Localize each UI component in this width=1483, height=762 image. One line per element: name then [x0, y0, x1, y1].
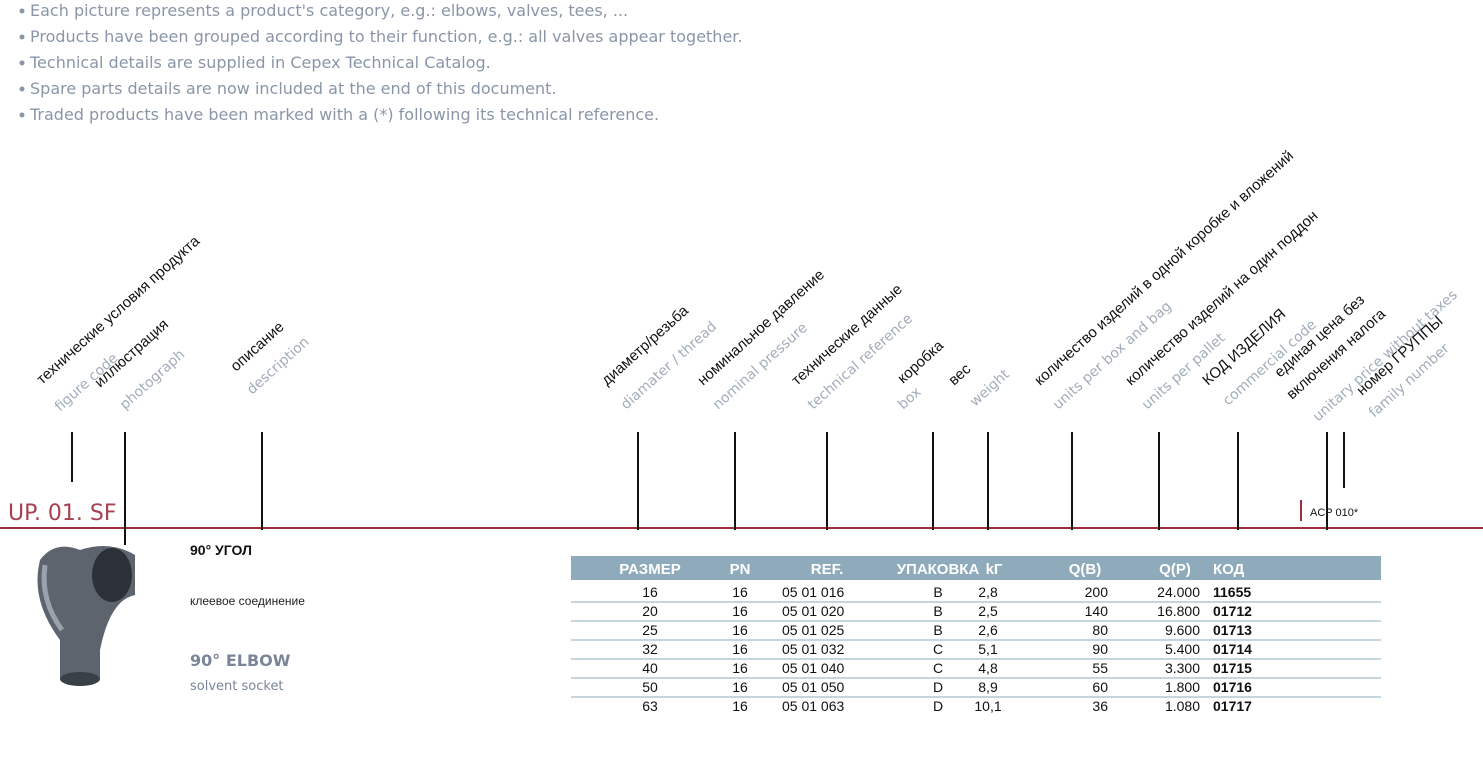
product-desc-ru: клеевое соединение — [190, 594, 305, 608]
bullet-dot — [20, 113, 25, 118]
table-cell: 05 01 040 — [782, 660, 844, 676]
column-label-ru: коробка — [894, 337, 947, 387]
product-desc-en: solvent socket — [190, 679, 284, 694]
table-cell: 63 — [642, 698, 658, 714]
table-cell: 25 — [642, 622, 658, 638]
page: UP. 01. SF ACP 010* 90° УГОЛ клеевое сое… — [0, 0, 1483, 762]
table-cell: 11655 — [1213, 584, 1251, 600]
table-cell: 16 — [732, 679, 748, 695]
table-header: REF. — [811, 561, 844, 578]
table-cell: 1.800 — [1165, 679, 1200, 695]
table-cell: 16 — [732, 584, 748, 600]
table-cell: 16 — [642, 584, 658, 600]
table-cell: 55 — [1092, 660, 1108, 676]
table-cell: 5.400 — [1165, 641, 1200, 657]
table-cell: 01717 — [1213, 698, 1252, 714]
bullet-dot — [20, 9, 25, 14]
bullet: Technical details are supplied in Cepex … — [29, 53, 491, 72]
table-cell: 36 — [1092, 698, 1108, 714]
table-cell: 8,9 — [978, 679, 998, 695]
table-header: КОД — [1213, 561, 1245, 578]
table-header: РАЗМЕР — [619, 561, 680, 578]
table-cell: 05 01 020 — [782, 603, 844, 619]
table-cell: 90 — [1092, 641, 1108, 657]
table-cell: 16 — [732, 660, 748, 676]
table-cell: 80 — [1092, 622, 1108, 638]
table-cell: 24.000 — [1157, 584, 1200, 600]
table-cell: B — [933, 622, 942, 638]
table-cell: 16 — [732, 622, 748, 638]
table-cell: 01713 — [1213, 622, 1252, 638]
table-cell: 50 — [642, 679, 658, 695]
elbow-photo — [38, 546, 136, 686]
product-title-ru: 90° УГОЛ — [190, 542, 252, 558]
table-cell: 05 01 025 — [782, 622, 844, 638]
table-cell: 05 01 063 — [782, 698, 844, 714]
table-cell: 2,5 — [978, 603, 998, 619]
table-cell: 20 — [642, 603, 658, 619]
table-header: УПАКОВКА — [897, 561, 980, 578]
table-cell: 9.600 — [1165, 622, 1200, 638]
table-cell: 1.080 — [1165, 698, 1200, 714]
table-cell: 32 — [642, 641, 658, 657]
table-header: Q(B) — [1069, 561, 1102, 578]
table-cell: 01716 — [1213, 679, 1252, 695]
table-cell: 60 — [1092, 679, 1108, 695]
table-cell: 01715 — [1213, 660, 1252, 676]
table-cell: 140 — [1085, 603, 1109, 619]
bullet-dot — [20, 87, 25, 92]
bullet: Traded products have been marked with a … — [29, 105, 659, 124]
column-label-en: weight — [967, 366, 1013, 410]
table-cell: 2,8 — [978, 584, 998, 600]
table-header: Q(P) — [1159, 561, 1191, 578]
bullet: Each picture represents a product's cate… — [30, 1, 628, 20]
table-cell: 4,8 — [978, 660, 998, 676]
table-cell: D — [933, 679, 943, 695]
table-cell: 2,6 — [978, 622, 998, 638]
family-number: ACP 010* — [1310, 507, 1359, 519]
table-header: PN — [730, 561, 751, 578]
bullet: Spare parts details are now included at … — [30, 79, 557, 98]
table-cell: 05 01 050 — [782, 679, 844, 695]
table-cell: 10,1 — [974, 698, 1001, 714]
table-cell: 16 — [732, 698, 748, 714]
table-cell: 16 — [732, 603, 748, 619]
bullet-dot — [20, 35, 25, 40]
bullet-dot — [20, 61, 25, 66]
table-cell: 5,1 — [978, 641, 998, 657]
table-cell: B — [933, 603, 942, 619]
table-cell: D — [933, 698, 943, 714]
table-cell: 40 — [642, 660, 658, 676]
bullet: Products have been grouped according to … — [30, 27, 742, 46]
column-label-ru: вес — [945, 360, 974, 389]
table-cell: 05 01 016 — [782, 584, 844, 600]
table-header: kГ — [986, 561, 1003, 578]
figure-code: UP. 01. SF — [8, 501, 117, 526]
table-cell: C — [933, 641, 943, 657]
table-cell: 200 — [1085, 584, 1109, 600]
column-label-en: box — [895, 384, 925, 413]
table-cell: 01714 — [1213, 641, 1252, 657]
table-cell: C — [933, 660, 943, 676]
table-cell: 05 01 032 — [782, 641, 844, 657]
table-cell: B — [933, 584, 942, 600]
product-title-en: 90° ELBOW — [190, 651, 291, 670]
table-cell: 3.300 — [1165, 660, 1200, 676]
table-cell: 16 — [732, 641, 748, 657]
table-cell: 01712 — [1213, 603, 1252, 619]
table-cell: 16.800 — [1157, 603, 1200, 619]
